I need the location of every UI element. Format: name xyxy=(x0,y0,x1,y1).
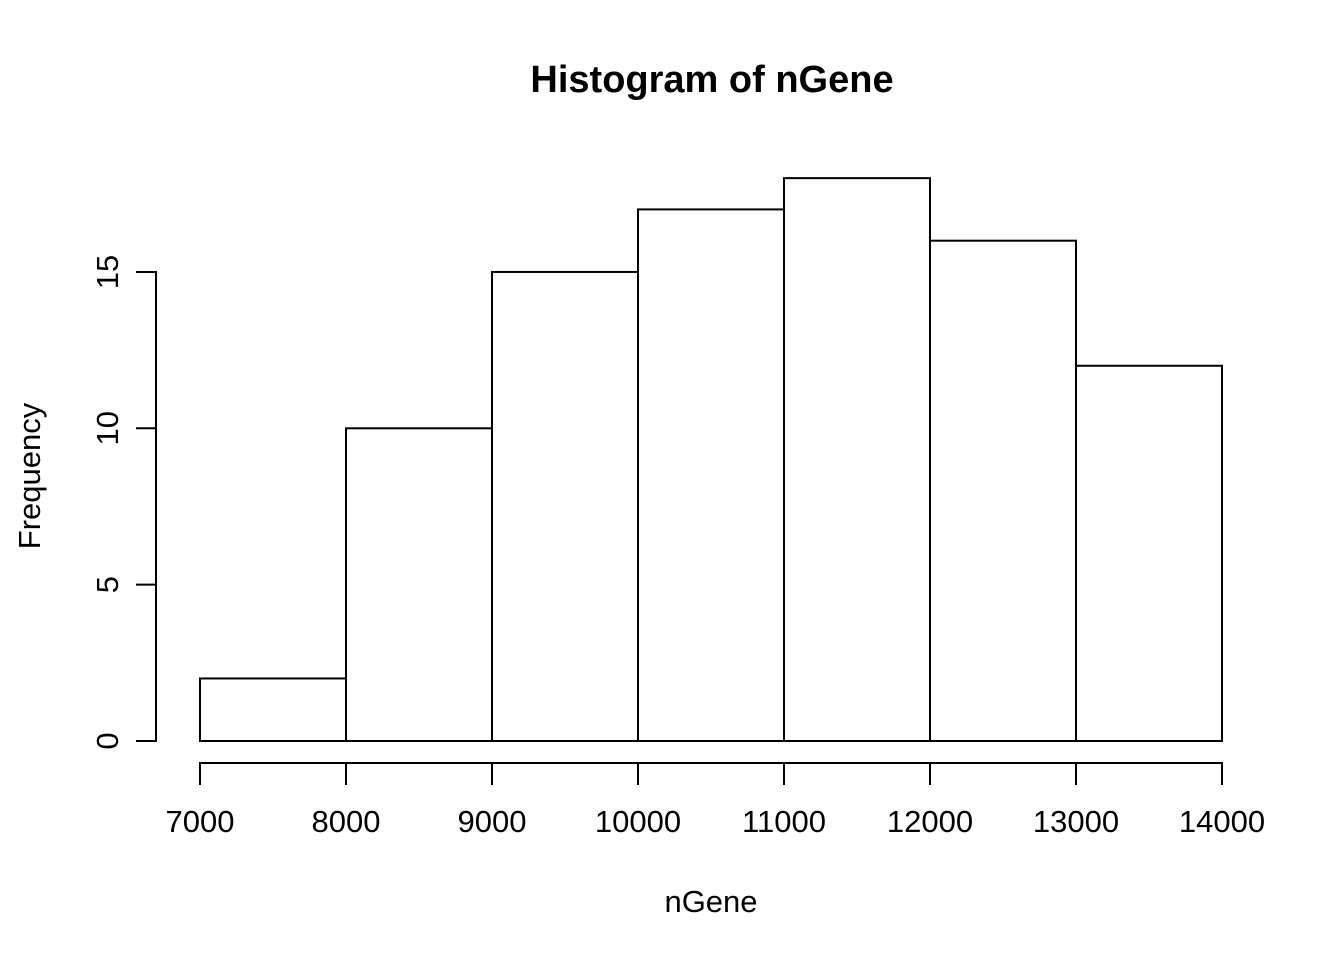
histogram-bar xyxy=(783,177,931,742)
x-tick-label: 11000 xyxy=(742,804,826,839)
y-tick-label: 5 xyxy=(90,576,125,593)
histogram-bar xyxy=(929,239,1077,742)
histogram-bar xyxy=(1075,364,1223,742)
histogram-bar xyxy=(199,677,347,743)
bars-group xyxy=(199,177,1223,743)
y-axis: 0 5 10 15 xyxy=(90,255,157,750)
x-tick-label: 10000 xyxy=(595,804,681,839)
x-tick-label: 9000 xyxy=(458,804,527,839)
histogram-bar xyxy=(491,270,639,742)
y-axis-label: Frequency xyxy=(12,402,47,549)
y-tick-label: 15 xyxy=(90,255,125,289)
x-tick-label: 7000 xyxy=(166,804,235,839)
x-axis-label: nGene xyxy=(664,884,757,919)
x-tick-label: 8000 xyxy=(312,804,381,839)
x-tick-label: 12000 xyxy=(887,804,973,839)
chart-title: Histogram of nGene xyxy=(530,59,893,101)
histogram-bar xyxy=(637,208,785,743)
y-tick-label: 0 xyxy=(90,732,125,749)
histogram-bar xyxy=(345,427,493,742)
x-tick-label: 14000 xyxy=(1179,804,1265,839)
x-tick-label: 13000 xyxy=(1033,804,1119,839)
x-axis: 7000 8000 9000 10000 11000 12000 13000 14000 xyxy=(166,762,1265,839)
y-tick-label: 10 xyxy=(90,411,125,445)
